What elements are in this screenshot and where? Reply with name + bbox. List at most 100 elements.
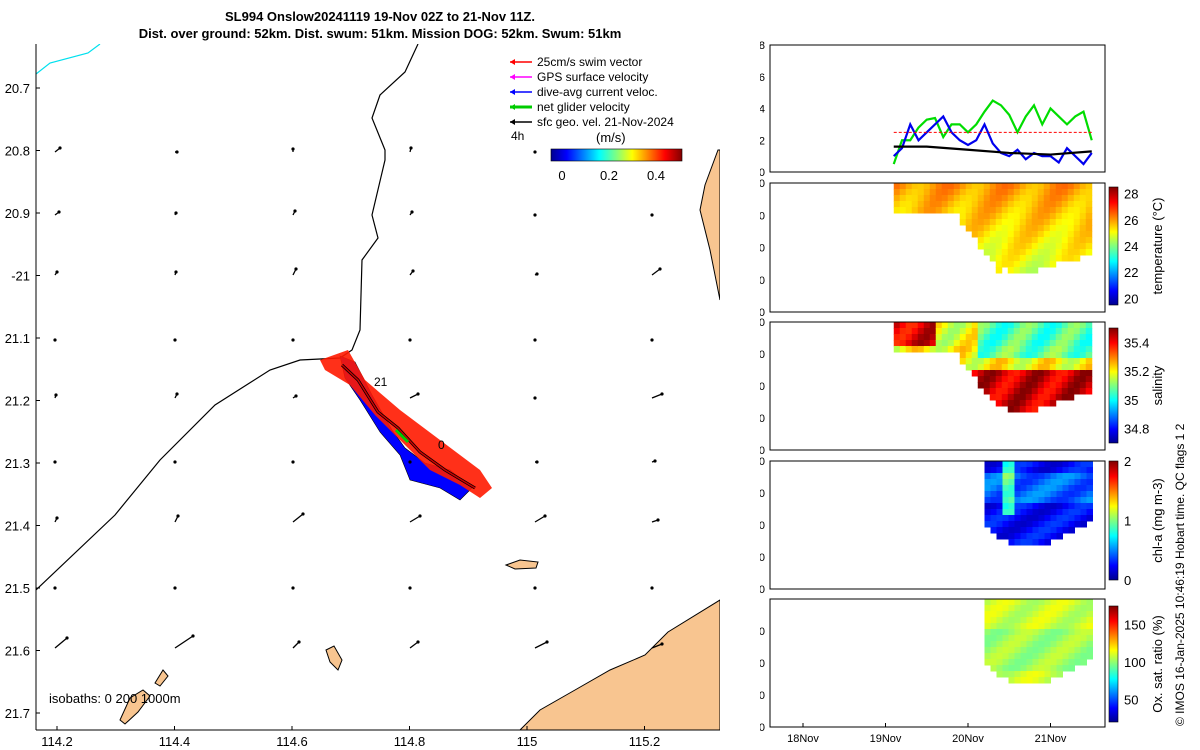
section-cell	[1026, 611, 1033, 618]
section-cell	[990, 653, 997, 660]
section-cell	[1013, 406, 1021, 413]
section-cell	[1085, 219, 1093, 226]
section-cell	[1037, 376, 1045, 383]
geo-arrow-head	[65, 636, 69, 640]
section-cell	[911, 195, 919, 202]
section-cell	[1008, 659, 1015, 666]
section-cell	[1025, 358, 1033, 365]
section-cell	[1049, 340, 1057, 347]
section-cell	[1043, 207, 1051, 214]
section-cell	[1085, 189, 1093, 196]
section-cell	[1008, 515, 1015, 522]
section-plot-frame	[769, 460, 1106, 590]
section-cell	[1037, 237, 1045, 244]
section-cell	[1068, 491, 1075, 498]
section-cell	[1049, 255, 1057, 262]
section-cell	[983, 340, 991, 347]
section-cell	[990, 665, 997, 672]
section-cell	[911, 201, 919, 208]
section-cell	[1073, 249, 1081, 256]
section-ytick: 100	[760, 658, 765, 670]
section-cell	[990, 521, 997, 528]
section-cell	[1025, 231, 1033, 238]
section-cell	[1031, 243, 1039, 250]
section-cell	[1002, 647, 1009, 654]
section-cell	[1019, 340, 1027, 347]
section-cell	[1073, 255, 1081, 262]
section-cell	[995, 219, 1003, 226]
section-cell	[1055, 183, 1063, 190]
geo-arrow-head	[535, 460, 539, 464]
section-cell	[1043, 358, 1051, 365]
section-cell	[983, 352, 991, 359]
section-cell	[1007, 231, 1015, 238]
section-cell	[1067, 346, 1075, 353]
section-cell	[995, 249, 1003, 256]
section-cell	[1020, 461, 1027, 468]
section-cell	[1032, 527, 1039, 534]
map-ytick-label: 20.9	[5, 206, 30, 221]
section-cell	[1068, 611, 1075, 618]
section-cell	[1007, 364, 1015, 371]
legend-arrowhead	[510, 104, 515, 110]
section-cell	[1055, 237, 1063, 244]
section-cell	[1013, 219, 1021, 226]
section-cell	[1037, 352, 1045, 359]
section-cell	[1007, 370, 1015, 377]
section-cell	[947, 183, 955, 190]
section-cell	[1086, 497, 1093, 504]
section-cell	[1007, 213, 1015, 220]
map-ytick-label: 21.5	[5, 581, 30, 596]
section-cell	[1031, 352, 1039, 359]
section-cell	[1026, 605, 1033, 612]
section-cell	[996, 659, 1003, 666]
section-cell	[1049, 237, 1057, 244]
section-cell	[983, 382, 991, 389]
section-cell	[971, 358, 979, 365]
section-cell	[971, 195, 979, 202]
section-plot-frame	[769, 321, 1106, 451]
geo-velocity-arrow	[292, 513, 304, 523]
section-cell	[989, 195, 997, 202]
section-cell	[1014, 665, 1021, 672]
section-cell	[1056, 635, 1063, 642]
section-cell	[1031, 219, 1039, 226]
section-cell	[1067, 219, 1075, 226]
section-cell	[1043, 364, 1051, 371]
section-cell	[1055, 195, 1063, 202]
section-cell	[995, 376, 1003, 383]
geo-arrow-head	[175, 392, 179, 396]
section-cell	[983, 388, 991, 395]
section-cell	[995, 213, 1003, 220]
section-cell	[983, 364, 991, 371]
section-cell	[983, 213, 991, 220]
section-cell	[935, 340, 943, 347]
section-cell	[1025, 364, 1033, 371]
section-cell	[1067, 183, 1075, 190]
section-cell	[1086, 503, 1093, 510]
section-cell	[1086, 641, 1093, 648]
section-cell	[911, 340, 919, 347]
section-cell	[1079, 189, 1087, 196]
section-cell	[1026, 539, 1033, 546]
section-cell	[1044, 641, 1051, 648]
section-cell	[1050, 509, 1057, 516]
colorbar-tick: 22	[1124, 265, 1138, 280]
section-cell	[1019, 255, 1027, 262]
section-cell	[995, 243, 1003, 250]
section-cell	[1007, 201, 1015, 208]
section-cell	[1043, 376, 1051, 383]
section-cell	[1020, 617, 1027, 624]
section-cell	[1013, 334, 1021, 341]
section-cell	[1013, 213, 1021, 220]
section-cell	[1068, 605, 1075, 612]
section-cell	[1007, 249, 1015, 256]
section-cell	[1001, 261, 1009, 268]
section-cell	[1079, 207, 1087, 214]
section-cell	[1013, 237, 1021, 244]
geo-arrow-head	[301, 512, 305, 516]
section-cell	[965, 346, 973, 353]
section-cell	[1079, 382, 1087, 389]
section-cell	[1085, 388, 1093, 395]
